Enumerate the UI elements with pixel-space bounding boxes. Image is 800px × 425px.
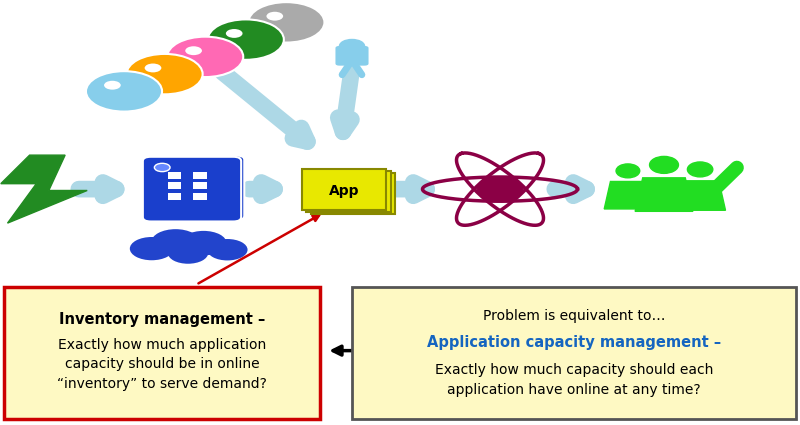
Polygon shape	[674, 181, 726, 210]
Circle shape	[130, 237, 174, 260]
FancyBboxPatch shape	[193, 172, 206, 179]
Text: Exactly how much capacity should each
application have online at any time?: Exactly how much capacity should each ap…	[435, 363, 713, 397]
Text: Problem is equivalent to…: Problem is equivalent to…	[482, 309, 666, 323]
Ellipse shape	[650, 156, 678, 173]
Circle shape	[181, 231, 226, 255]
Circle shape	[167, 37, 243, 77]
FancyBboxPatch shape	[168, 172, 182, 179]
Circle shape	[145, 63, 162, 72]
Ellipse shape	[687, 162, 713, 177]
FancyBboxPatch shape	[193, 182, 206, 189]
FancyBboxPatch shape	[310, 173, 395, 214]
Circle shape	[104, 81, 121, 90]
Circle shape	[477, 177, 523, 201]
Circle shape	[248, 2, 325, 42]
Circle shape	[226, 29, 242, 38]
FancyBboxPatch shape	[4, 287, 320, 419]
Circle shape	[207, 239, 247, 261]
Circle shape	[154, 163, 170, 172]
Text: App: App	[329, 184, 359, 198]
Text: Exactly how much application
capacity should be in online
“inventory” to serve d: Exactly how much application capacity sh…	[57, 338, 267, 391]
Ellipse shape	[616, 164, 640, 178]
FancyBboxPatch shape	[143, 157, 241, 221]
FancyBboxPatch shape	[306, 171, 390, 212]
Polygon shape	[1, 155, 87, 223]
Polygon shape	[604, 181, 651, 209]
FancyBboxPatch shape	[168, 193, 182, 200]
Circle shape	[266, 12, 283, 21]
Polygon shape	[635, 178, 693, 211]
FancyBboxPatch shape	[146, 156, 244, 220]
Circle shape	[208, 20, 284, 60]
Circle shape	[126, 54, 202, 94]
FancyBboxPatch shape	[302, 169, 386, 210]
Text: Application capacity management –: Application capacity management –	[427, 335, 721, 350]
Circle shape	[186, 46, 202, 55]
Circle shape	[339, 40, 365, 53]
Circle shape	[151, 229, 200, 255]
Circle shape	[86, 71, 162, 112]
Text: Inventory management –: Inventory management –	[59, 312, 265, 327]
Circle shape	[168, 242, 208, 264]
FancyBboxPatch shape	[168, 182, 182, 189]
FancyBboxPatch shape	[335, 46, 369, 65]
FancyBboxPatch shape	[193, 193, 206, 200]
FancyBboxPatch shape	[352, 287, 796, 419]
